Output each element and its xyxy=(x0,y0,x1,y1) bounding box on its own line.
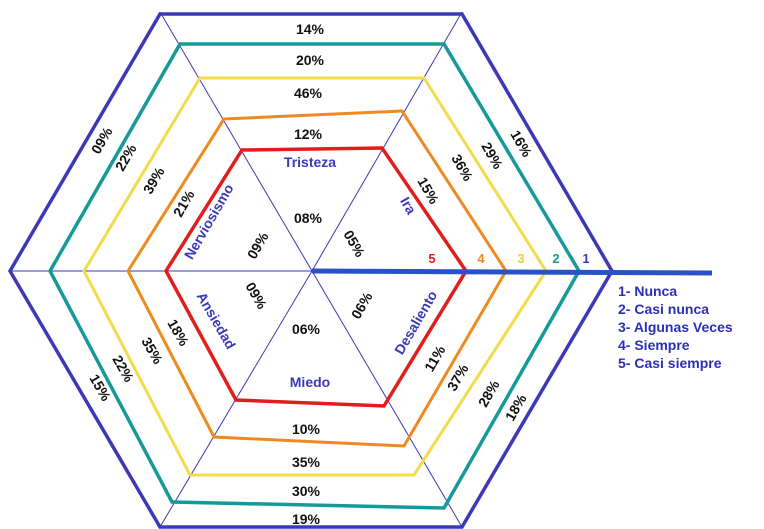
scale-number-4: 4 xyxy=(477,251,485,266)
value-desaliento-level-5: 06% xyxy=(348,289,376,322)
value-miedo-level-4: 10% xyxy=(292,421,321,437)
emotion-label-ansiedad: Ansiedad xyxy=(194,289,239,352)
hexagon-rings xyxy=(7,12,615,529)
emotion-label-ira: Ira xyxy=(397,194,420,217)
emotion-label-miedo: Miedo xyxy=(290,374,330,390)
values-ansiedad: 15% 22% 35% 18% 09% xyxy=(86,279,270,404)
value-desaliento-level-4: 11% xyxy=(421,342,449,374)
value-tristeza-level-1: 14% xyxy=(296,21,325,37)
scale-number-5: 5 xyxy=(428,251,435,266)
scale-number-1: 1 xyxy=(582,251,589,266)
value-miedo-level-5: 06% xyxy=(292,321,321,337)
value-miedo-level-3: 35% xyxy=(292,454,321,470)
value-desaliento-level-2: 28% xyxy=(475,377,503,410)
value-ansiedad-level-1: 15% xyxy=(86,371,114,404)
legend-item-2: 2- Casi nunca xyxy=(618,301,709,317)
legend: 1- Nunca 2- Casi nunca 3- Algunas Veces … xyxy=(618,283,733,371)
values-nerviosismo: 09% 22% 39% 21% 09% xyxy=(88,124,272,262)
scale-numbers: 5 4 3 2 1 xyxy=(428,251,589,266)
legend-item-3: 3- Algunas Veces xyxy=(618,319,733,335)
spoke-upper-left xyxy=(159,11,313,272)
value-nerviosismo-level-2: 22% xyxy=(112,141,140,174)
value-ansiedad-level-2: 22% xyxy=(109,352,137,385)
ring-level-3 xyxy=(82,76,548,477)
ring-level-5 xyxy=(163,146,469,408)
scale-axis xyxy=(311,268,713,276)
value-miedo-level-2: 30% xyxy=(292,483,321,499)
legend-item-4: 4- Siempre xyxy=(618,337,690,353)
value-tristeza-level-2: 20% xyxy=(296,52,325,68)
scale-number-3: 3 xyxy=(517,251,524,266)
ring-level-4 xyxy=(126,109,508,448)
value-tristeza-level-5: 08% xyxy=(294,210,323,226)
legend-item-1: 1- Nunca xyxy=(618,283,677,299)
value-ansiedad-level-4: 18% xyxy=(164,316,192,349)
value-ira-level-5: 05% xyxy=(340,227,368,260)
value-miedo-level-1: 19% xyxy=(292,511,321,527)
ring-level-2 xyxy=(48,42,582,510)
spoke-upper-right xyxy=(311,11,463,272)
emotion-label-tristeza: Tristeza xyxy=(284,154,336,170)
value-nerviosismo-level-5: 09% xyxy=(244,229,272,262)
value-tristeza-level-3: 46% xyxy=(294,85,323,101)
values-tristeza: 14% 20% 46% 12% 08% xyxy=(294,21,325,226)
scale-number-2: 2 xyxy=(552,251,559,266)
value-nerviosismo-level-4: 21% xyxy=(170,187,198,220)
value-desaliento-level-3: 37% xyxy=(444,361,472,394)
ring-level-1 xyxy=(7,12,615,529)
values-miedo: 19% 30% 35% 10% 06% xyxy=(292,321,321,527)
value-ansiedad-level-5: 09% xyxy=(242,279,270,312)
value-tristeza-level-4: 12% xyxy=(294,126,323,142)
legend-item-5: 5- Casi siempre xyxy=(618,355,722,371)
